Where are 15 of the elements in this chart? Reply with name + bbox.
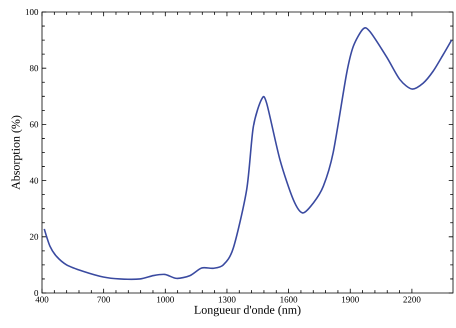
x-tick-label: 2200 — [403, 296, 421, 303]
y-tick-label: 100 — [26, 8, 38, 16]
y-tick-label: 0 — [34, 290, 38, 296]
y-tick-label: 80 — [30, 65, 38, 72]
x-axis-title: Longueur d'onde (nm) — [194, 305, 301, 316]
x-tick-label: 1300 — [218, 296, 236, 303]
y-tick-label: 40 — [30, 178, 38, 184]
y-tick-label: 60 — [30, 121, 38, 128]
x-tick-label: 700 — [98, 296, 110, 303]
x-tick-label: 400 — [35, 296, 48, 303]
x-tick-label: 1600 — [280, 296, 298, 303]
x-tick-label: 1900 — [342, 296, 359, 303]
y-tick-label: 20 — [30, 234, 38, 240]
x-tick-label: 1000 — [157, 296, 174, 303]
y-axis-title: Absorption (%) — [11, 116, 22, 190]
